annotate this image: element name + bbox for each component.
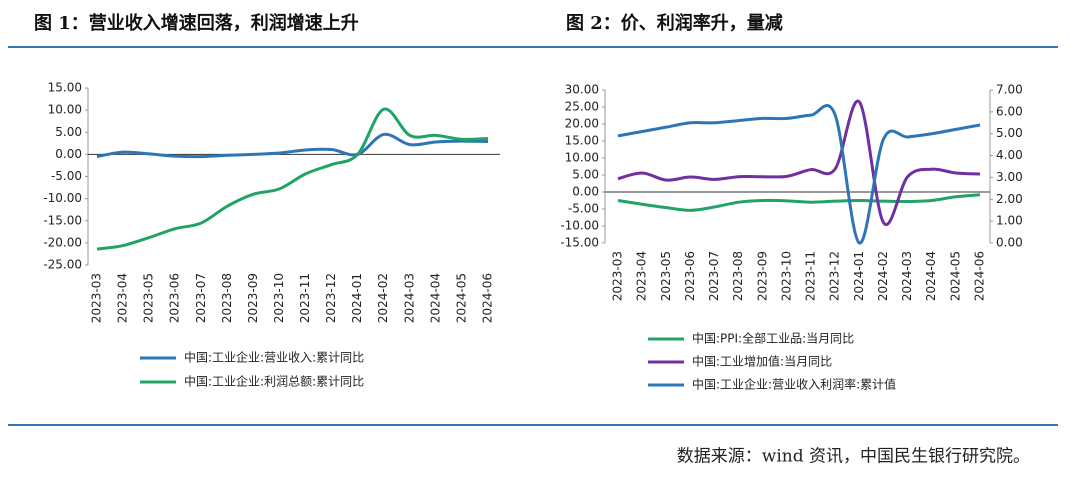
x-tick-label: 2023-09 (755, 251, 769, 301)
x-tick-label: 2023-04 (635, 251, 649, 301)
legend-label: 中国:工业企业:营业收入利润率:累计值 (692, 377, 896, 392)
y-tick-label: -5.00 (568, 202, 599, 216)
x-tick-label: 2024-03 (402, 273, 416, 323)
x-tick-label: 2024-06 (481, 273, 495, 323)
x-tick-label: 2023-08 (731, 251, 745, 301)
x-tick-label: 2024-03 (900, 251, 914, 301)
y-tick-label: -25.00 (43, 258, 82, 272)
x-tick-label: 2024-05 (454, 273, 468, 323)
series-line (617, 99, 981, 227)
x-tick-label: 2024-01 (852, 251, 866, 301)
x-tick-label: 2024-04 (428, 273, 442, 323)
y-tick-label: -15.00 (43, 213, 82, 227)
y-tick-label: 30.00 (565, 83, 599, 97)
y-tick-label: -10.00 (43, 191, 82, 205)
series-line (96, 107, 489, 251)
y-tick-label: 5.00 (572, 168, 599, 182)
y-tick-label: 10.00 (565, 151, 599, 165)
y-tick-label: -20.00 (43, 235, 82, 249)
x-tick-label: 2023-11 (298, 273, 312, 323)
y-tick-label: 0.00 (572, 185, 599, 199)
y2-tick-label: 3.00 (996, 170, 1023, 184)
y-tick-label: -10.00 (560, 219, 599, 233)
x-tick-label: 2024-05 (948, 251, 962, 301)
x-tick-label: 2024-02 (876, 251, 890, 301)
x-tick-label: 2023-07 (707, 251, 721, 301)
legend-label: 中国:工业企业:利润总额:累计同比 (184, 374, 364, 389)
x-tick-label: 2023-11 (804, 251, 818, 301)
x-tick-label: 2023-09 (246, 273, 260, 323)
y-tick-label: 10.00 (48, 103, 82, 117)
y2-tick-label: 5.00 (996, 126, 1023, 140)
y-tick-label: -5.00 (51, 169, 82, 183)
series-line (96, 132, 489, 159)
legend-label: 中国:工业增加值:当月同比 (692, 354, 832, 369)
y2-tick-label: 0.00 (996, 236, 1023, 250)
y2-tick-label: 1.00 (996, 214, 1023, 228)
chart-title: 图 1：营业收入增速回落，利润增速上升 (34, 12, 359, 34)
x-tick-label: 2023-08 (220, 273, 234, 323)
y-tick-label: 0.00 (55, 147, 82, 161)
x-tick-label: 2023-05 (659, 251, 673, 301)
x-tick-label: 2023-06 (168, 273, 182, 323)
y-tick-label: 5.00 (55, 125, 82, 139)
x-tick-label: 2023-07 (194, 273, 208, 323)
y-tick-label: 25.00 (565, 100, 599, 114)
series-line (617, 193, 981, 212)
x-tick-label: 2023-12 (828, 251, 842, 301)
source: 数据来源：wind 资讯，中国民生银行研究院。 (677, 447, 1030, 467)
x-tick-label: 2023-12 (324, 273, 338, 323)
y-tick-label: -15.00 (560, 236, 599, 250)
x-tick-label: 2023-10 (779, 251, 793, 301)
y-tick-label: 20.00 (565, 117, 599, 131)
legend-label: 中国:PPI:全部工业品:当月同比 (692, 331, 854, 346)
series-line (617, 104, 981, 245)
x-tick-label: 2023-06 (683, 251, 697, 301)
x-tick-label: 2024-02 (376, 273, 390, 323)
x-tick-label: 2023-03 (90, 273, 104, 323)
y2-tick-label: 4.00 (996, 148, 1023, 162)
x-tick-label: 2023-04 (116, 273, 130, 323)
x-tick-label: 2024-06 (973, 251, 987, 301)
y-tick-label: 15.00 (48, 81, 82, 95)
y2-tick-label: 6.00 (996, 104, 1023, 118)
x-tick-label: 2023-10 (272, 273, 286, 323)
y2-tick-label: 7.00 (996, 83, 1023, 97)
x-tick-label: 2024-01 (350, 273, 364, 323)
chart-title: 图 2：价、利润率升，量减 (566, 12, 783, 34)
x-tick-label: 2024-04 (924, 251, 938, 301)
y-tick-label: 15.00 (565, 134, 599, 148)
x-tick-label: 2023-05 (142, 273, 156, 323)
legend-label: 中国:工业企业:营业收入:累计同比 (184, 350, 364, 365)
x-tick-label: 2023-03 (611, 251, 625, 301)
y2-tick-label: 2.00 (996, 192, 1023, 206)
